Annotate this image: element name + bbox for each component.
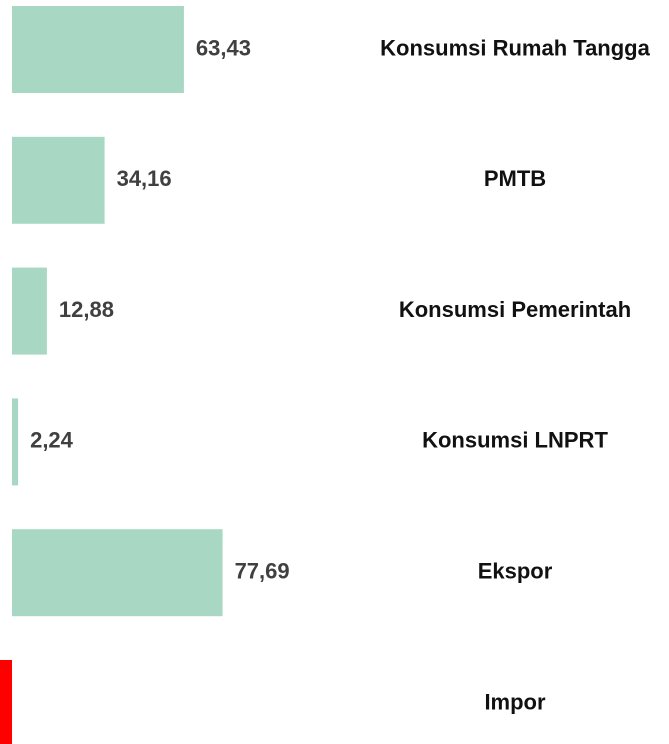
bar xyxy=(12,529,223,617)
value-label: 2,24 xyxy=(30,428,74,453)
value-label: 34,16 xyxy=(117,166,172,191)
category-label: Ekspor xyxy=(478,559,553,584)
bar xyxy=(12,398,19,486)
value-label: 12,88 xyxy=(59,297,114,322)
bar xyxy=(0,660,13,744)
bar xyxy=(12,136,105,224)
category-label: PMTB xyxy=(484,166,546,191)
category-label: Konsumsi Rumah Tangga xyxy=(380,35,650,60)
bar xyxy=(12,267,47,355)
category-label: Konsumsi LNPRT xyxy=(422,428,608,453)
category-label: Impor xyxy=(484,689,546,714)
value-label: 63,43 xyxy=(196,35,251,60)
category-label: Konsumsi Pemerintah xyxy=(399,297,631,322)
value-label: 77,69 xyxy=(235,559,290,584)
bar xyxy=(12,6,184,93)
